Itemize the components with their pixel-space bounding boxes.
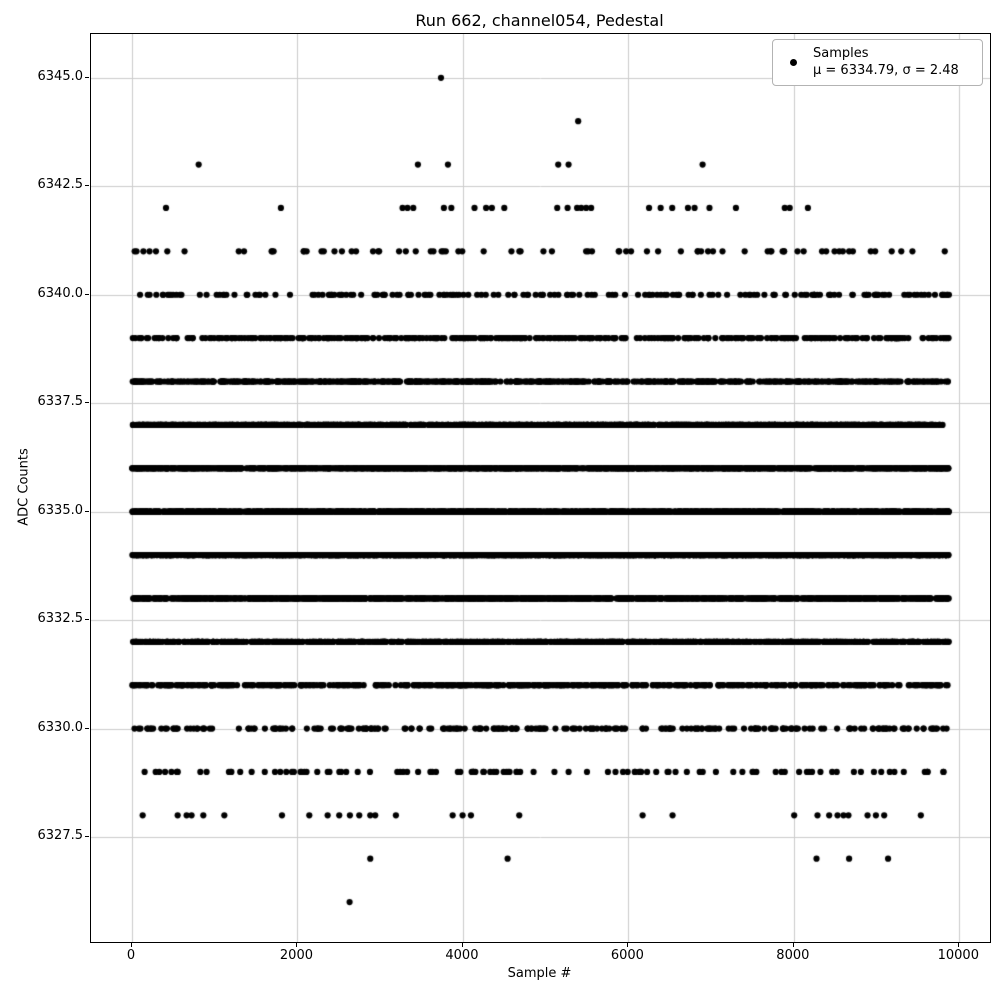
y-tick-mark <box>85 510 89 512</box>
x-tick-label: 10000 <box>937 948 979 963</box>
y-tick-label: 6340.0 <box>37 285 84 301</box>
y-tick-mark <box>85 76 89 78</box>
x-tick-label: 0 <box>126 948 136 963</box>
x-tick-label: 4000 <box>445 948 479 963</box>
legend-marker-dot-icon <box>789 59 797 66</box>
y-tick-label: 6330.0 <box>37 719 84 735</box>
y-tick-label: 6337.5 <box>37 394 84 410</box>
legend-title-line: Samples <box>813 46 869 61</box>
y-tick-mark <box>85 402 89 404</box>
legend-marker-col <box>773 59 813 66</box>
x-tick-label: 8000 <box>776 948 810 963</box>
y-tick-mark <box>85 727 89 729</box>
y-tick-mark <box>85 619 89 621</box>
y-tick-label: 6335.0 <box>37 502 84 518</box>
x-tick-mark <box>131 943 132 947</box>
x-tick-mark <box>461 943 463 947</box>
y-tick-mark <box>85 836 89 837</box>
y-tick-label: 6345.0 <box>37 68 84 84</box>
y-tick-label: 6327.5 <box>37 828 84 843</box>
x-tick-mark <box>296 943 298 947</box>
x-tick-label: 2000 <box>279 948 313 963</box>
plot-title: Run 662, channel054, Pedestal <box>415 11 664 30</box>
x-axis-label: Sample # <box>507 966 572 981</box>
x-tick-mark <box>627 943 629 947</box>
x-tick-label: 6000 <box>610 948 644 963</box>
y-tick-mark <box>85 185 89 187</box>
plot-area <box>90 33 991 943</box>
y-tick-label: 6332.5 <box>37 611 84 627</box>
x-tick-mark <box>792 943 794 947</box>
legend: Samples μ = 6334.79, σ = 2.48 <box>772 39 983 86</box>
legend-text: Samples μ = 6334.79, σ = 2.48 <box>813 46 982 79</box>
y-tick-mark <box>85 293 89 295</box>
y-tick-label: 6342.5 <box>37 177 84 193</box>
scatter-canvas <box>91 34 990 942</box>
legend-stats-line: μ = 6334.79, σ = 2.48 <box>813 62 959 78</box>
x-tick-mark <box>958 943 960 947</box>
